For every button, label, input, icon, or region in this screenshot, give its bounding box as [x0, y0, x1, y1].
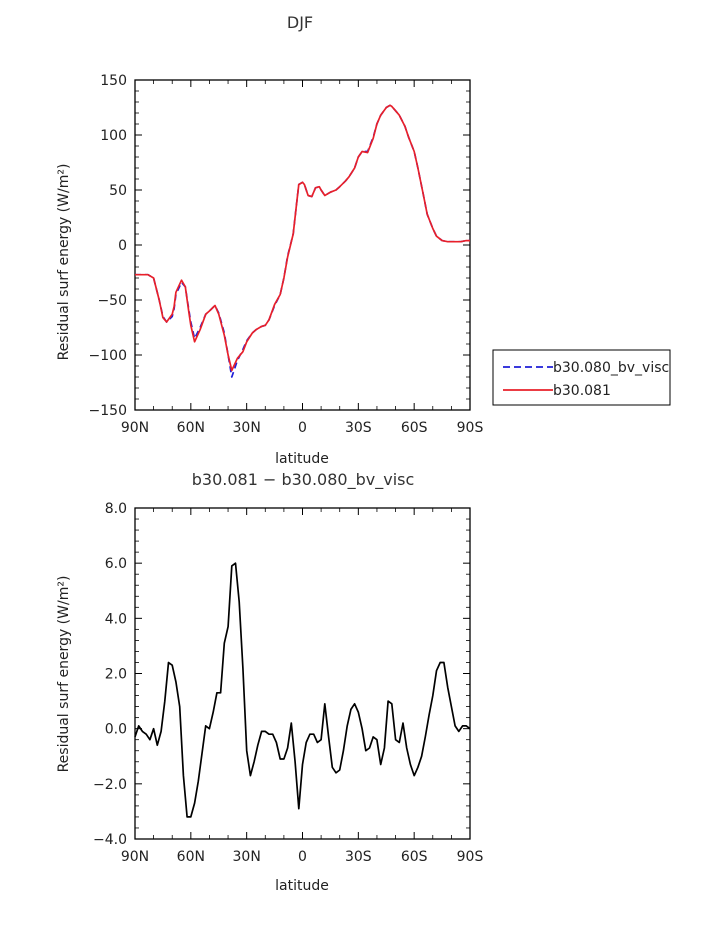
bottom-y-tick-label: −2.0	[93, 777, 127, 793]
top-series-line-1	[135, 104, 470, 372]
top-y-tick-label: −100	[89, 348, 127, 364]
top-x-tick-label: 90N	[121, 420, 149, 436]
top-y-axis: 150 100 50 0 −50 −100 −150	[89, 73, 470, 419]
bottom-x-tick-label: 30S	[345, 849, 372, 865]
top-y-tick-label: −150	[89, 403, 127, 419]
top-chart-title: DJF	[287, 13, 313, 32]
top-x-axis: 90N 60N 30N 0 30S 60S 90S	[121, 80, 484, 436]
bottom-chart: b30.081 − b30.080_bv_visc 8.0 6.0 4.0 2.0 0.…	[56, 470, 483, 894]
top-y-tick-label: −50	[97, 293, 127, 309]
bottom-series-line-0	[134, 562, 471, 818]
bottom-y-tick-label: 2.0	[105, 667, 127, 683]
top-series-line-0	[135, 104, 470, 378]
bottom-x-axis-label: latitude	[275, 878, 329, 894]
bottom-y-axis: 8.0 6.0 4.0 2.0 0.0 −2.0 −4.0	[93, 501, 470, 848]
bottom-x-tick-label: 90N	[121, 849, 149, 865]
top-y-tick-label: 50	[109, 183, 127, 199]
bottom-x-axis: 90N 60N 30N 0 30S 60S 90S	[121, 508, 484, 865]
bottom-y-tick-label: 6.0	[105, 556, 127, 572]
top-x-tick-label: 60S	[401, 420, 428, 436]
bottom-series-group	[134, 562, 471, 818]
bottom-x-tick-label: 60N	[177, 849, 205, 865]
top-x-tick-label: 60N	[177, 420, 205, 436]
legend-label-b30-081: b30.081	[553, 383, 611, 399]
top-y-axis-label: Residual surf energy (W/m²)	[56, 164, 72, 361]
bottom-x-tick-label: 30N	[233, 849, 261, 865]
top-y-tick-label: 100	[100, 128, 127, 144]
bottom-y-axis-label: Residual surf energy (W/m²)	[56, 576, 72, 773]
top-y-tick-label: 150	[100, 73, 127, 89]
bottom-y-tick-label: 8.0	[105, 501, 127, 517]
legend-box	[492, 349, 671, 406]
bottom-x-tick-label: 90S	[457, 849, 484, 865]
legend: b30.080_bv_visc b30.081	[492, 349, 671, 406]
bottom-x-tick-label: 60S	[401, 849, 428, 865]
top-y-tick-label: 0	[118, 238, 127, 254]
bottom-x-tick-label: 0	[298, 849, 307, 865]
top-series-group	[135, 104, 470, 378]
top-x-tick-label: 30N	[233, 420, 261, 436]
legend-label-b30-080: b30.080_bv_visc	[553, 360, 669, 376]
bottom-y-tick-label: 4.0	[105, 611, 127, 627]
top-x-tick-label: 30S	[345, 420, 372, 436]
top-x-tick-label: 90S	[457, 420, 484, 436]
bottom-y-tick-label: 0.0	[105, 722, 127, 738]
top-x-axis-label: latitude	[275, 451, 329, 467]
top-x-tick-label: 0	[298, 420, 307, 436]
top-chart: DJF 150 100 50 0 −50 −100 −150 90N 60N 30N 0 30S 60…	[56, 13, 483, 467]
bottom-y-tick-label: −4.0	[93, 832, 127, 848]
bottom-chart-title: b30.081 − b30.080_bv_visc	[192, 470, 415, 490]
top-plot-frame	[134, 79, 471, 411]
